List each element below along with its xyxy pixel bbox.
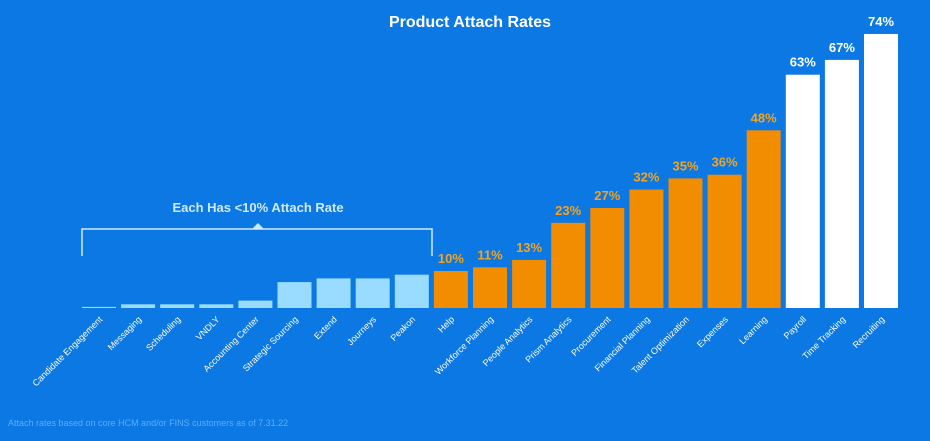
data-label-prism-analytics: 23% [555,203,581,218]
bar-prism-analytics [551,222,586,308]
data-label-help: 10% [438,251,464,266]
bar-scheduling [160,304,195,308]
tick-label-extend: Extend [312,314,339,341]
bracket-line [81,228,433,256]
bar-vndly [199,304,234,308]
chart-title: Product Attach Rates [388,14,552,31]
bar-recruiting [864,34,898,308]
bar-expenses [707,174,742,308]
bar-messaging [121,304,156,308]
data-label-people-analytics: 13% [516,240,542,255]
bar-people-analytics [512,259,547,308]
bar-procurement [590,208,625,308]
bar-strategic-sourcing [277,282,312,308]
tick-label-journeys: Journeys [345,314,378,347]
data-label-time-tracking: 67% [829,40,855,55]
tick-label-help: Help [436,314,456,334]
bar-candidate-engagement [82,306,116,308]
bar-help [433,271,468,308]
tick-label-messaging: Messaging [106,314,144,352]
tick-label-expenses: Expenses [695,314,730,349]
bar-workforce-planning [473,267,507,308]
data-label-procurement: 27% [594,188,620,203]
tick-label-learning: Learning [737,314,769,346]
data-label-expenses: 36% [712,155,738,170]
bar-extend [316,278,351,308]
bracket-annotation: Each Has <10% Attach Rate [81,200,433,256]
footnote: Attach rates based on core HCM and/or FI… [8,418,289,428]
bar-journeys [355,278,390,308]
bar-accounting-center [238,300,273,308]
data-label-learning: 48% [751,110,777,125]
data-label-financial-planning: 32% [633,170,659,185]
bars-layer: Candidate Engagement Messaging Scheduling V… [30,14,898,388]
bracket-pointer [252,223,264,229]
data-label-recruiting: 74% [868,14,894,29]
data-label-workforce-planning: 11% [477,247,503,262]
bar-peakon [394,274,429,308]
tick-label-peakon: Peakon [389,314,418,343]
bar-learning [746,130,781,308]
bar-talent-optimization [668,178,703,308]
data-label-talent-optimization: 35% [672,158,698,173]
tick-label-payroll: Payroll [782,314,809,341]
bar-time-tracking [824,59,859,309]
tick-label-recruiting: Recruiting [851,314,887,350]
bracket-label: Each Has <10% Attach Rate [172,200,343,215]
tick-label-candidate-engagement: Candidate Engagement [30,314,104,388]
bar-financial-planning [629,189,664,308]
data-label-payroll: 63% [790,55,816,70]
tick-label-vndly: VNDLY [194,314,222,342]
tick-label-scheduling: Scheduling [144,314,183,353]
bar-payroll [785,74,820,308]
